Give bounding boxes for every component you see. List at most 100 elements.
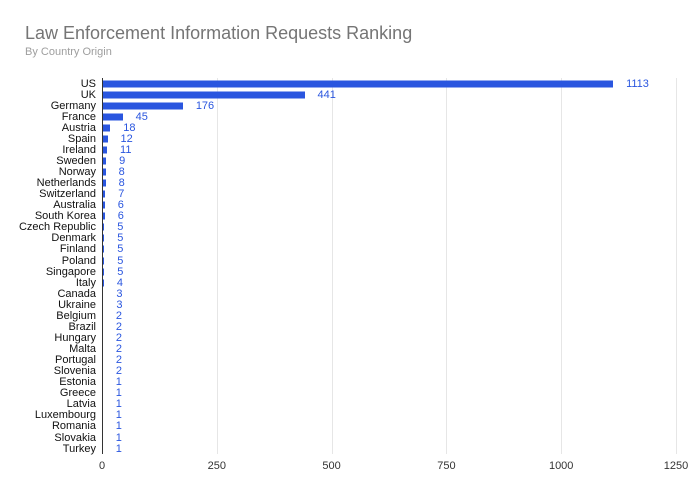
category-label: Italy — [75, 276, 96, 289]
value-label: 4 — [116, 276, 123, 289]
value-label: 2 — [115, 320, 123, 333]
value-label: 18 — [123, 121, 136, 134]
category-label: Poland — [61, 254, 96, 267]
bar[interactable] — [102, 124, 111, 132]
bar-row: Australia 6 — [53, 199, 676, 212]
value-label: 3 — [116, 298, 123, 311]
bar-row: France 45 — [62, 111, 676, 123]
bar[interactable] — [102, 223, 105, 231]
category-label: Luxembourg — [34, 409, 96, 422]
category-label: US — [80, 77, 96, 90]
bar[interactable] — [102, 179, 106, 187]
bar[interactable] — [102, 190, 106, 198]
y-axis-baseline — [102, 78, 103, 454]
category-label: Switzerland — [39, 188, 96, 201]
value-label: 11 — [120, 143, 132, 156]
bar-row: Hungary 2 — [54, 332, 676, 344]
bar[interactable] — [102, 234, 105, 242]
bar-row: Luxembourg 1 — [35, 409, 676, 422]
bar-row: Spain 12 — [68, 133, 676, 145]
category-label: Portugal — [55, 354, 96, 367]
gridline — [331, 78, 333, 454]
bar[interactable] — [102, 268, 105, 276]
category-label: Brazil — [68, 320, 96, 333]
bar-row: Denmark 5 — [51, 232, 676, 245]
category-label: Turkey — [62, 442, 96, 455]
bar-row: Sweden 9 — [56, 154, 676, 167]
category-label: France — [61, 110, 96, 123]
bar[interactable] — [102, 257, 105, 265]
bar-row: Slovenia 2 — [54, 365, 676, 377]
gridline — [676, 78, 677, 454]
value-label: 1 — [115, 398, 122, 411]
category-label: South Korea — [34, 210, 96, 223]
category-label: Germany — [50, 99, 96, 112]
value-label: 9 — [119, 154, 126, 167]
value-label: 5 — [117, 221, 124, 234]
bar-row: Austria 18 — [62, 121, 676, 134]
bar-row: Belgium 2 — [56, 310, 676, 322]
value-label: 8 — [118, 166, 125, 179]
value-label: 8 — [118, 177, 125, 190]
value-label: 1 — [115, 442, 122, 455]
category-label: Spain — [67, 132, 96, 145]
value-label: 1 — [115, 420, 122, 433]
bar-row: Ukraine 3 — [58, 298, 676, 311]
value-label: 7 — [118, 188, 125, 201]
bar-row: Turkey 1 — [63, 442, 676, 455]
x-axis-tick-label: 250 — [207, 460, 226, 472]
bar[interactable] — [102, 91, 305, 99]
bar[interactable] — [102, 135, 108, 143]
category-label: Slovenia — [53, 365, 96, 378]
value-label: 5 — [117, 232, 124, 245]
bar[interactable] — [102, 245, 105, 253]
bar-row: Canada 3 — [57, 288, 676, 300]
bar-row: Singapore 5 — [46, 265, 676, 278]
chart-title: Law Enforcement Information Requests Ran… — [25, 23, 413, 43]
bar-row: Norway 8 — [59, 166, 676, 179]
bar-row: Netherlands 8 — [37, 177, 676, 190]
bar-row: US 1113 — [81, 77, 676, 90]
bar-row: Czech Republic 5 — [19, 221, 676, 234]
bar-row: Latvia 1 — [67, 398, 676, 411]
value-label: 6 — [117, 199, 124, 212]
bar-row: Malta 2 — [69, 343, 676, 356]
chart-subtitle: By Country Origin — [25, 46, 112, 58]
bar[interactable] — [102, 212, 105, 220]
x-axis-tick-label: 500 — [322, 460, 341, 472]
value-label: 2 — [115, 354, 123, 367]
category-label: Canada — [57, 287, 96, 300]
bar[interactable] — [102, 168, 106, 176]
bar-row: Poland 5 — [62, 255, 676, 267]
value-label: 1113 — [626, 77, 649, 90]
category-label: Hungary — [54, 331, 96, 344]
bar[interactable] — [102, 113, 123, 121]
value-label: 5 — [117, 265, 124, 278]
category-label: Australia — [53, 199, 96, 212]
bars-container: US 1113 UK 441 Germany 176 France 45 Austria 18 Sp… — [19, 77, 676, 455]
x-axis-tick-label: 1000 — [548, 460, 574, 472]
value-label: 176 — [195, 99, 215, 112]
value-label: 1 — [115, 387, 122, 400]
category-label: Romania — [51, 420, 96, 433]
bar[interactable] — [102, 102, 183, 110]
bar[interactable] — [102, 201, 105, 209]
category-label: Sweden — [56, 154, 96, 167]
category-label: Norway — [58, 166, 96, 179]
bar[interactable] — [102, 157, 107, 165]
value-label: 2 — [115, 343, 123, 356]
value-label: 1 — [115, 409, 122, 422]
category-label: Netherlands — [36, 177, 96, 190]
bar[interactable] — [102, 80, 614, 88]
category-label: Finland — [59, 243, 96, 256]
bar-row: Germany 176 — [51, 99, 676, 112]
bar-row: UK 441 — [81, 89, 676, 101]
gridline — [561, 78, 563, 454]
bar-row: Ireland 11 — [62, 143, 676, 156]
plot-area: US 1113 UK 441 Germany 176 France 45 Austria 18 Sp… — [19, 77, 677, 455]
bar[interactable] — [102, 146, 108, 154]
category-label: Czech Republic — [18, 221, 96, 234]
bar-row: Switzerland 7 — [39, 188, 676, 201]
category-label: Singapore — [45, 265, 96, 278]
